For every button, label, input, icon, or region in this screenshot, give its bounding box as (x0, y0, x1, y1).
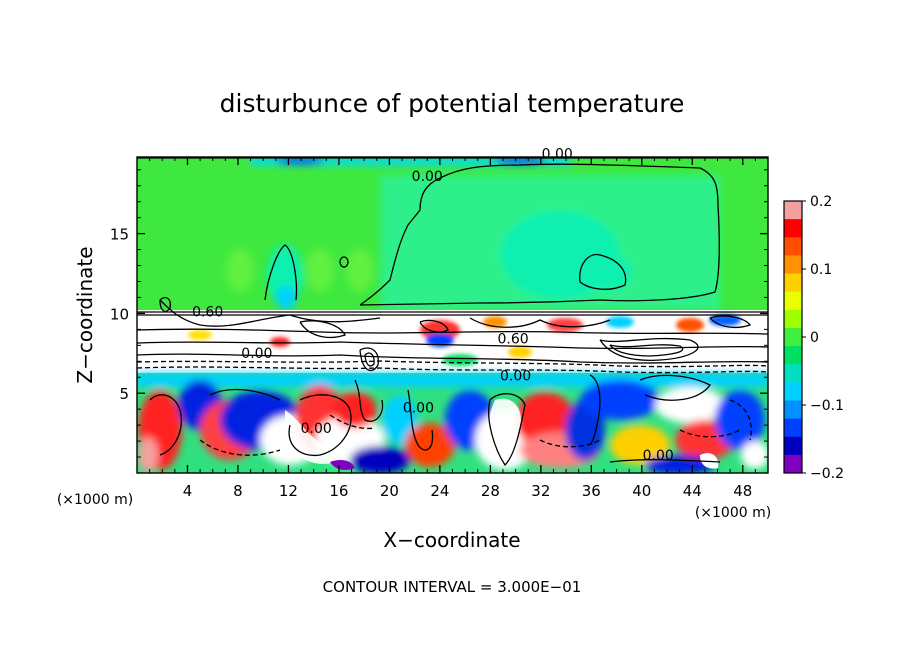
colorbar-swatch (784, 400, 802, 420)
x-tick-label: 44 (683, 482, 702, 500)
colorbar-tick-label: −0.2 (810, 466, 844, 482)
contour-label: 0.00 (643, 448, 674, 464)
colorbar-swatch (784, 436, 802, 456)
colorbar-swatch (784, 237, 802, 256)
colorbar-swatch (784, 346, 802, 365)
y-tick-label: 15 (110, 226, 129, 244)
colorbar-swatch (784, 454, 802, 474)
x-tick-label: 4 (183, 482, 193, 500)
y-axis-label: Z−coordinate (73, 246, 97, 383)
contour-lines (137, 157, 768, 467)
x-tick-label: 16 (329, 482, 348, 500)
colorbar-tick-label: −0.1 (810, 398, 844, 414)
colorbar-swatch (784, 201, 802, 220)
contour-label: 0.00 (403, 400, 434, 416)
colorbar-swatch (784, 273, 802, 293)
x-unit-label-left: (×1000 m) (57, 492, 133, 508)
colorbar-tick-label: 0.2 (810, 194, 832, 210)
contour-label: 0.00 (542, 147, 573, 163)
y-tick-label: 5 (119, 385, 129, 403)
x-axis-label: X−coordinate (383, 528, 520, 552)
x-unit-label-right: (×1000 m) (695, 505, 771, 521)
x-tick-label: 36 (582, 482, 601, 500)
colorbar-swatch (784, 291, 802, 311)
x-tick-label: 20 (380, 482, 399, 500)
colorbar-swatch (784, 327, 802, 347)
colorbar-swatch (784, 219, 802, 238)
x-tick-label: 28 (481, 482, 500, 500)
colorbar-swatch (784, 418, 802, 438)
contour-label: 0.60 (192, 305, 223, 321)
contour-labels: 0.00 0.00 0.60 0.00 0.60 0.00 0.00 0.00 0.00 (192, 147, 674, 465)
chart-title: disturbunce of potential temperature (220, 89, 685, 118)
contour-label: 0.00 (241, 346, 272, 362)
x-tick-label: 48 (733, 482, 752, 500)
x-axis-ticks: 4 8 12 16 20 24 28 32 36 40 44 48 (149, 157, 756, 500)
colorbar-swatch (784, 309, 802, 329)
x-tick-label: 24 (430, 482, 449, 500)
colorbar: 0.2 0.1 0 −0.1 −0.2 (783, 194, 844, 482)
contour-label: 0.00 (412, 169, 443, 185)
colorbar-tick-label: 0.1 (810, 262, 832, 278)
contour-interval-footer: CONTOUR INTERVAL = 3.000E−01 (323, 578, 582, 596)
colorbar-swatch (784, 364, 802, 383)
contour-label: 0.60 (497, 332, 528, 348)
colorbar-swatch (784, 255, 802, 275)
x-tick-label: 32 (531, 482, 550, 500)
y-tick-label: 10 (110, 305, 129, 323)
contour-label: 0.00 (500, 368, 531, 384)
x-tick-label: 8 (233, 482, 243, 500)
y-axis-ticks: 5 10 15 (110, 169, 768, 458)
x-tick-label: 12 (279, 482, 298, 500)
x-tick-label: 40 (632, 482, 651, 500)
colorbar-swatch (784, 382, 802, 401)
contour-label: 0.00 (301, 421, 332, 437)
colorbar-tick-label: 0 (810, 330, 819, 346)
